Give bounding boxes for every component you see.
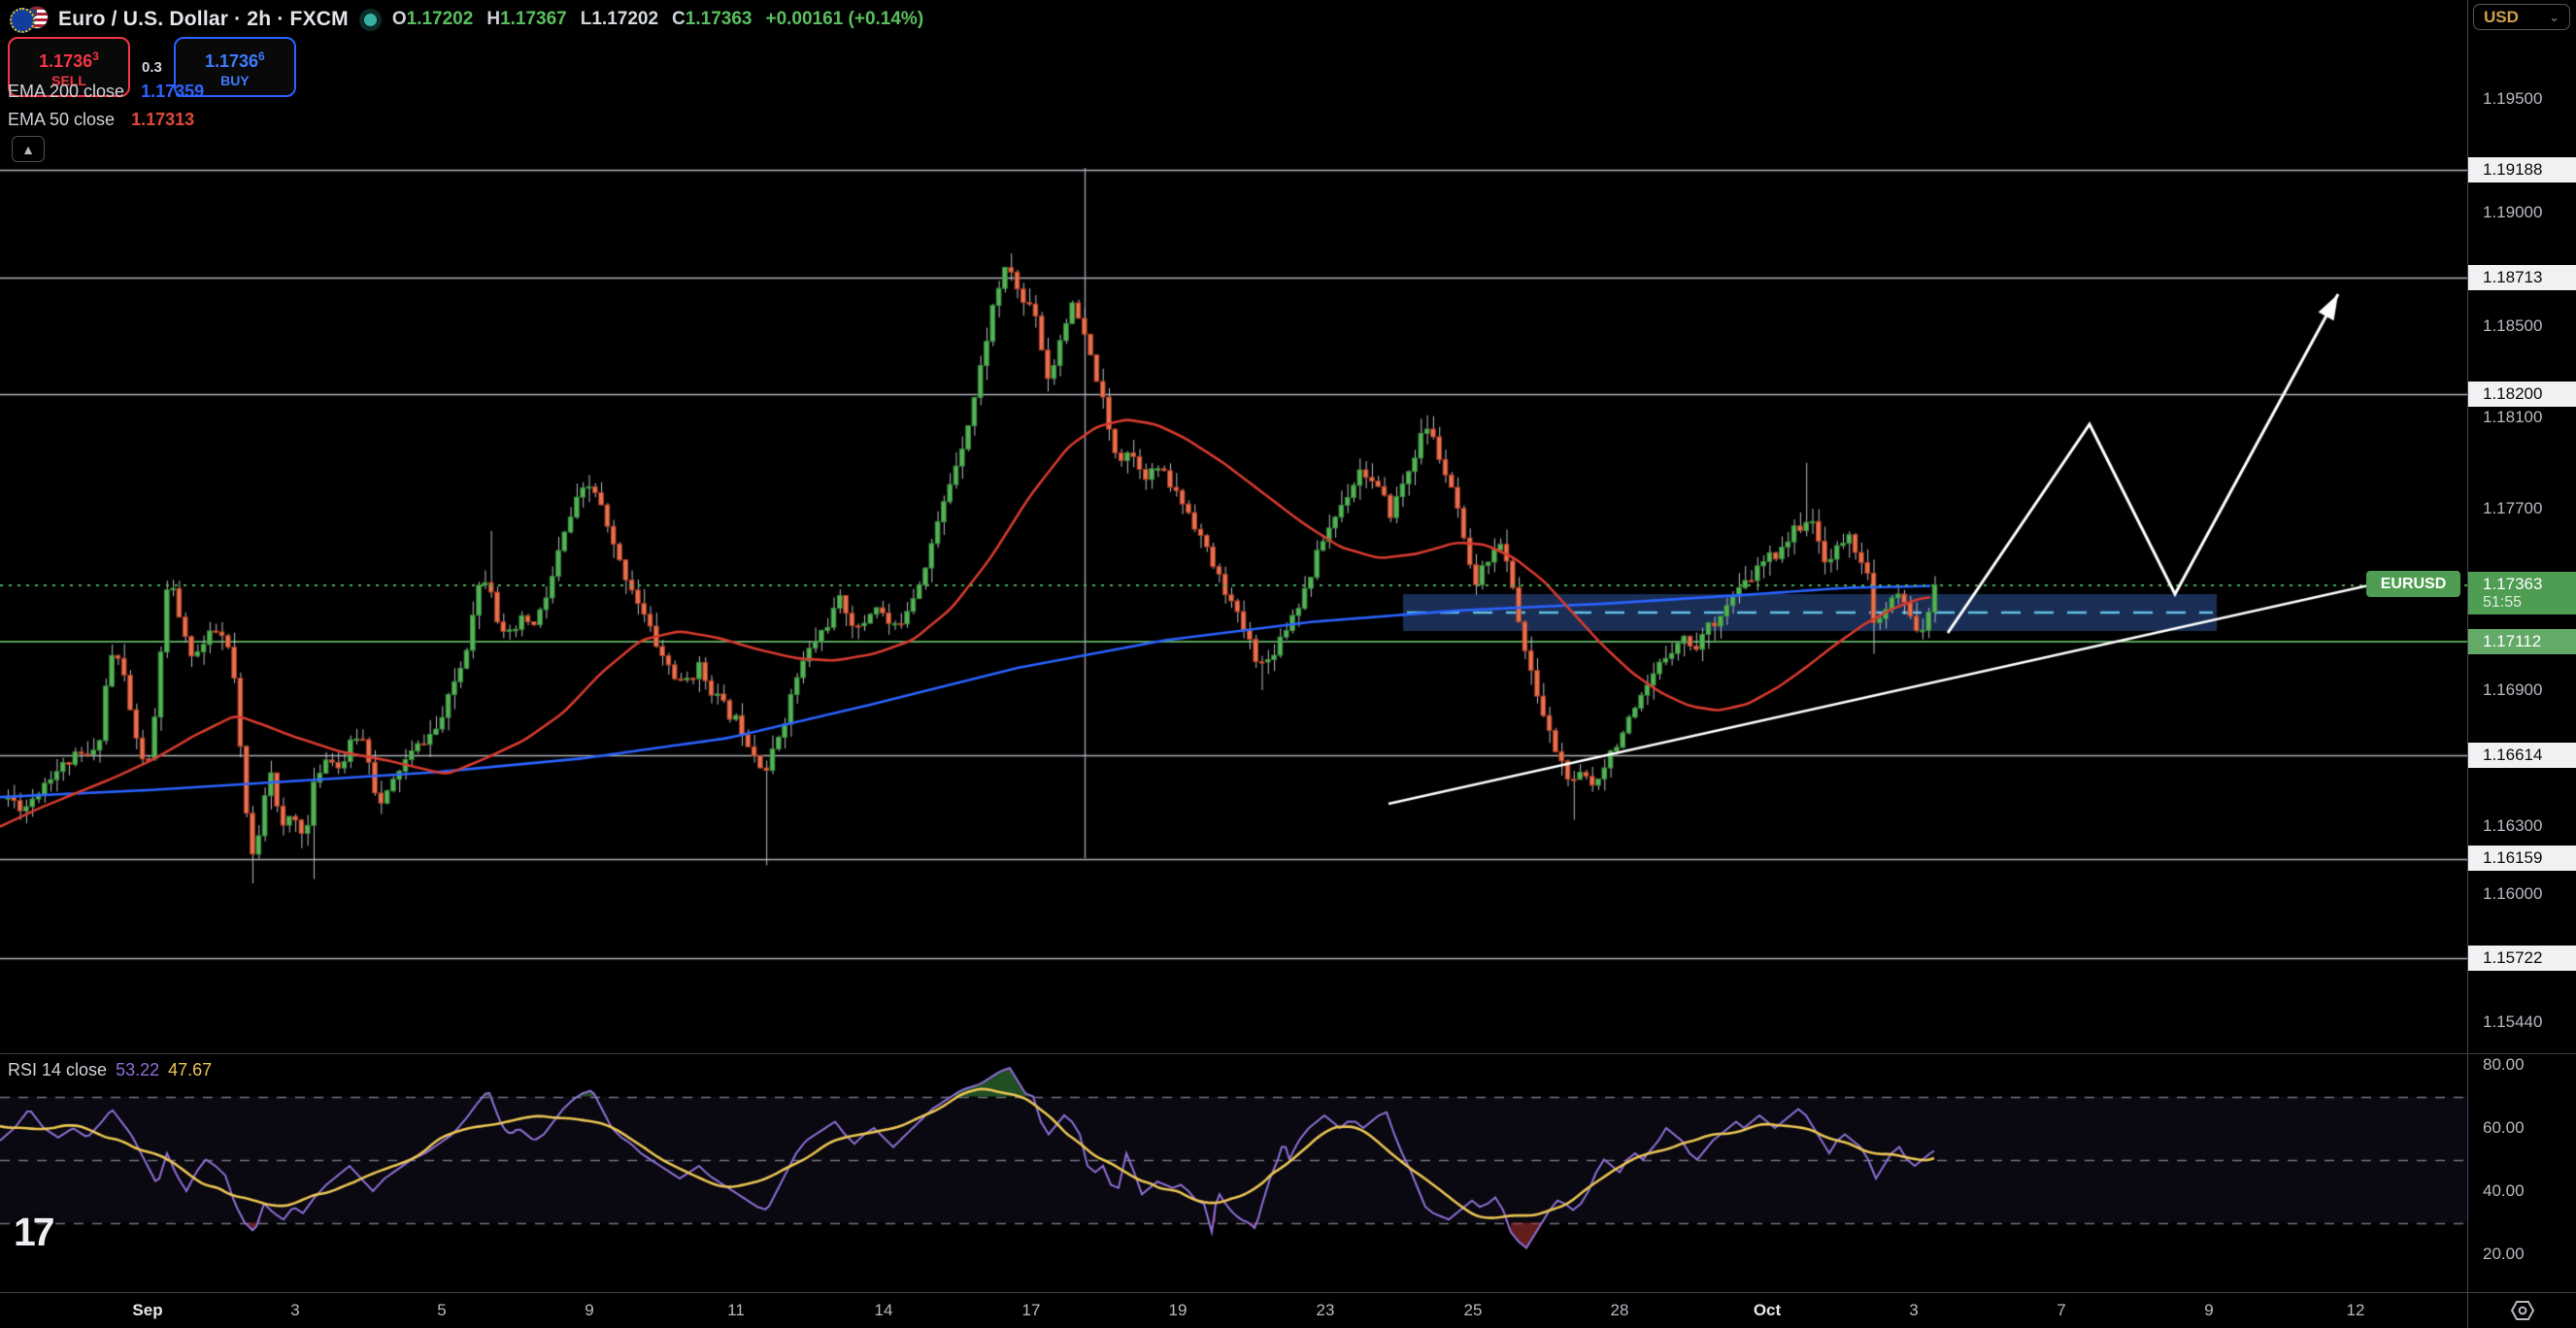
price-tick: 40.00	[2483, 1181, 2525, 1200]
time-axis-label: 25	[1463, 1301, 1483, 1319]
rsi-pane-canvas[interactable]	[0, 1054, 2467, 1292]
bar-countdown: 51:55	[2483, 594, 2523, 611]
chevron-down-icon: ⌄	[2549, 9, 2559, 24]
time-axis-label: Sep	[132, 1301, 163, 1319]
order-panel: 1.17363 SELL 0.3 1.17366 BUY	[8, 37, 296, 97]
time-axis-label: 3	[290, 1301, 300, 1319]
time-axis-label: 9	[2204, 1301, 2214, 1319]
price-tick: 1.16300	[2483, 816, 2543, 835]
symbol-title[interactable]: Euro / U.S. Dollar · 2h · FXCM	[58, 8, 349, 30]
time-axis-label: 17	[1021, 1301, 1041, 1319]
price-tick: 80.00	[2483, 1055, 2525, 1074]
legend-rsi[interactable]: RSI 14 close 53.22 47.67	[8, 1060, 213, 1079]
price-tick: 1.17700	[2483, 499, 2543, 517]
rsi-ma-value: 47.67	[168, 1060, 213, 1079]
ema50-value: 1.17313	[131, 110, 195, 129]
level-price-label: 1.18200	[2468, 382, 2576, 407]
gear-icon[interactable]	[2510, 1298, 2535, 1323]
level-price-label: 1.15722	[2468, 946, 2576, 971]
time-axis-label: 7	[2057, 1301, 2066, 1319]
time-axis-label: 11	[727, 1301, 745, 1319]
rsi-value: 53.22	[116, 1060, 160, 1079]
price-tick: 20.00	[2483, 1245, 2525, 1263]
time-axis-label: 5	[437, 1301, 447, 1319]
level-price-label: 1.18713	[2468, 265, 2576, 290]
tradingview-logo-icon[interactable]: 17	[14, 1210, 55, 1254]
time-axis-label: 23	[1316, 1301, 1335, 1319]
time-axis-label: 19	[1168, 1301, 1188, 1319]
symbol-flags-icon	[10, 6, 49, 33]
price-tick: 1.19500	[2483, 89, 2543, 108]
sell-button[interactable]: 1.17363 SELL	[8, 37, 130, 97]
price-tick: 1.15440	[2483, 1013, 2543, 1031]
symbol-header: Euro / U.S. Dollar · 2h · FXCM O1.17202 …	[10, 6, 923, 33]
time-axis-label: 14	[874, 1301, 893, 1319]
level-price-label: 1.19188	[2468, 157, 2576, 183]
currency-toggle-button[interactable]: USD ⌄	[2473, 4, 2570, 30]
price-scale[interactable]: USD ⌄ 1.17363 51:55 1.17112 1.19500 1.190…	[2467, 0, 2576, 1292]
axis-settings-corner[interactable]	[2467, 1292, 2576, 1328]
price-tick: 1.16900	[2483, 681, 2543, 699]
main-chart-canvas[interactable]	[0, 0, 2467, 1053]
price-tick: 1.16000	[2483, 884, 2543, 903]
level-price-label: 1.16614	[2468, 743, 2576, 768]
level-price-label: 1.16159	[2468, 846, 2576, 871]
eu-flag-icon	[10, 8, 35, 33]
legend-ema50[interactable]: EMA 50 close 1.17313	[8, 110, 195, 129]
price-tick: 1.18100	[2483, 408, 2543, 426]
time-axis-label: Oct	[1753, 1301, 1782, 1319]
ohlc-values: O1.17202 H1.17367 L1.17202 C1.17363 +0.0…	[391, 9, 924, 29]
ema200-value: 1.17359	[141, 82, 205, 101]
price-line-symbol-tag: EURUSD	[2366, 571, 2460, 597]
change-value: +0.00161 (+0.14%)	[765, 9, 924, 29]
time-axis-label: 12	[2346, 1301, 2365, 1319]
price-tick: 1.19000	[2483, 203, 2543, 221]
collapse-panel-button[interactable]: ▲	[12, 136, 45, 162]
pane-separator[interactable]	[0, 1053, 2576, 1054]
chevron-up-icon: ▲	[21, 141, 35, 157]
time-axis-label: 28	[1610, 1301, 1629, 1319]
time-axis[interactable]: Sep 3 5 9 11 14 17 19 23 25 28 Oct 3 7 9 12	[0, 1292, 2467, 1328]
current-price-label: 1.17363 51:55	[2468, 572, 2576, 614]
buy-button[interactable]: 1.17366 BUY	[173, 37, 296, 97]
price-tick: 60.00	[2483, 1118, 2525, 1137]
support-price-label: 1.17112	[2468, 629, 2576, 654]
spread-value: 0.3	[142, 58, 162, 76]
price-tick: 1.18500	[2483, 316, 2543, 335]
time-axis-label: 3	[1909, 1301, 1919, 1319]
time-axis-label: 9	[585, 1301, 594, 1319]
legend-ema200[interactable]: EMA 200 close 1.17359	[8, 82, 205, 101]
market-status-icon[interactable]	[363, 13, 377, 26]
